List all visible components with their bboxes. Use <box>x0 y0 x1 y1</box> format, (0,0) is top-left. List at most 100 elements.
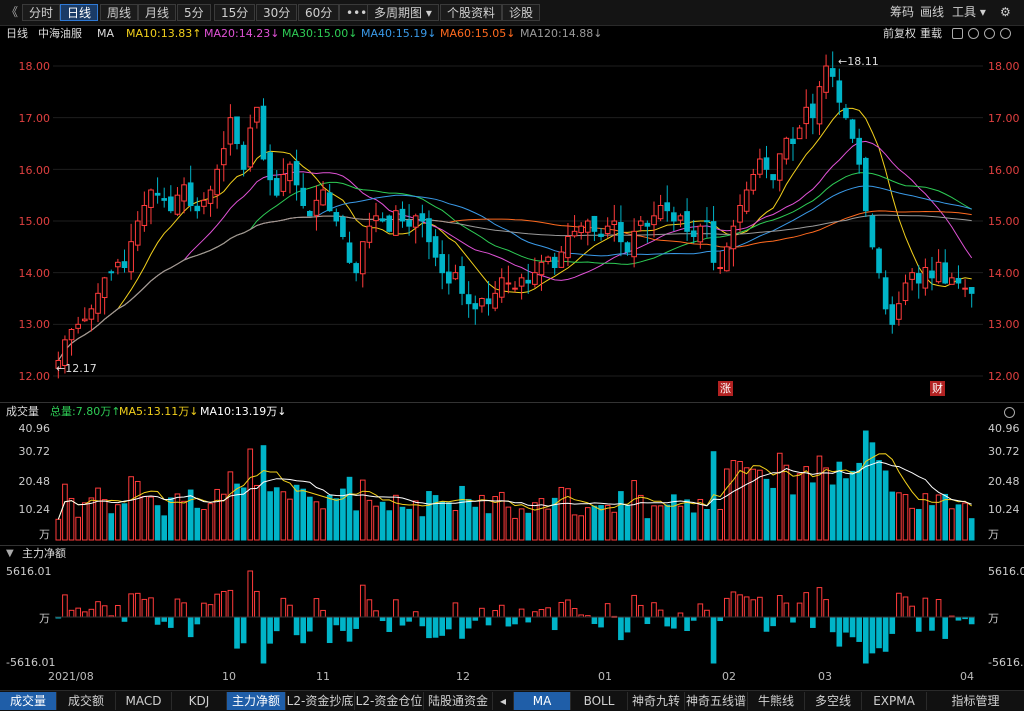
volume-bar <box>637 494 644 541</box>
volume-bar <box>207 503 214 541</box>
candle-body <box>604 225 611 234</box>
tab-60min[interactable]: 60分 <box>298 4 340 21</box>
candle-body <box>234 116 240 145</box>
lock-icon[interactable] <box>952 28 963 39</box>
tab-five-lines[interactable]: 神奇五线谱 <box>685 692 748 710</box>
flow-bar <box>697 603 704 618</box>
flow-bar <box>485 616 492 626</box>
volume-bar <box>902 494 909 541</box>
diagnosis-button[interactable]: 诊股 <box>502 4 541 21</box>
volume-bar <box>545 508 551 541</box>
tab-l2-bottom[interactable]: L2-资金抄底 <box>286 692 355 710</box>
adjust-mode[interactable]: 前复权 <box>883 27 916 40</box>
x-label: 04 <box>960 670 974 683</box>
flow-bar <box>737 594 743 618</box>
volume-bar <box>154 505 161 541</box>
price-tick: 16.00 <box>18 164 51 177</box>
volume-bar <box>240 487 247 541</box>
volume-bar <box>723 468 730 541</box>
tab-l2-position[interactable]: L2-资金仓位 <box>355 692 424 710</box>
zoom-in-icon[interactable] <box>984 28 995 39</box>
tab-hk-connect[interactable]: 陆股通资金 <box>424 692 493 710</box>
collapse-icon[interactable]: ▼ <box>6 548 14 559</box>
flow-unit: 万 <box>39 612 50 625</box>
back-button[interactable]: 《 <box>6 5 19 19</box>
price-tick: 16.00 <box>988 164 1020 177</box>
volume-bar <box>346 476 353 541</box>
flow-bar <box>333 616 340 626</box>
candle-body <box>743 189 750 212</box>
candle-body <box>307 210 313 217</box>
candle-body <box>532 272 538 285</box>
scroll-left-button[interactable]: ◂ <box>493 692 514 710</box>
tools-dropdown[interactable]: 工具 ▾ <box>952 5 986 19</box>
close-panel-icon[interactable] <box>1004 407 1015 418</box>
volume-bar <box>459 485 465 541</box>
tab-long-short[interactable]: 多空线 <box>805 692 862 710</box>
flow-bar <box>227 589 234 618</box>
multi-period-dropdown[interactable]: 多周期图 ▾ <box>367 4 439 21</box>
candle-body <box>280 174 287 192</box>
tab-monthly[interactable]: 月线 <box>138 4 177 21</box>
volume-bar <box>836 461 843 541</box>
tab-expma[interactable]: EXPMA <box>862 692 927 710</box>
flow-bar <box>684 616 690 631</box>
tab-weekly[interactable]: 周线 <box>100 4 139 21</box>
tab-30min[interactable]: 30分 <box>256 4 298 21</box>
volume-bar <box>492 496 498 541</box>
tab-volume[interactable]: 成交量 <box>0 692 57 710</box>
tab-15min[interactable]: 15分 <box>214 4 256 21</box>
stock-info-button[interactable]: 个股资料 <box>440 4 503 21</box>
kline-chart[interactable] <box>0 0 1024 690</box>
candle-body <box>849 119 856 139</box>
ma-label[interactable]: MA <box>97 27 115 40</box>
tab-timeshare[interactable]: 分时 <box>22 4 61 21</box>
flow-bar <box>273 616 280 632</box>
tab-boll[interactable]: BOLL <box>571 692 628 710</box>
price-tick: 18.00 <box>18 60 51 73</box>
candle-body <box>671 212 677 222</box>
flow-bar <box>260 616 267 664</box>
flow-bar <box>571 607 578 618</box>
tab-bull-bear[interactable]: 牛熊线 <box>748 692 805 710</box>
candle-body <box>161 198 168 201</box>
candle-body <box>551 256 558 269</box>
flow-bar <box>604 603 611 618</box>
limit-up-tag[interactable]: 涨 <box>718 381 733 396</box>
tab-kdj[interactable]: KDJ <box>172 692 227 710</box>
tab-macd[interactable]: MACD <box>116 692 172 710</box>
flow-bar <box>75 607 81 618</box>
candle-body <box>88 308 95 320</box>
vol-tick: 40.96 <box>988 422 1020 435</box>
minimize-icon[interactable] <box>968 28 979 39</box>
tab-indicator-manage[interactable]: 指标管理 <box>927 692 1024 710</box>
tab-nine-turn[interactable]: 神奇九转 <box>628 692 685 710</box>
volume-bar <box>962 502 968 541</box>
chips-button[interactable]: 筹码 <box>890 5 915 19</box>
candle-body <box>565 236 571 259</box>
candle-body <box>829 68 836 77</box>
flow-bar <box>141 598 148 618</box>
financial-report-tag[interactable]: 财 <box>930 381 945 396</box>
settings-icon[interactable]: ⚙ <box>1000 5 1011 19</box>
candle-body <box>141 205 148 226</box>
zoom-out-icon[interactable] <box>1000 28 1011 39</box>
volume-bar <box>770 487 776 541</box>
tab-ma[interactable]: MA <box>514 692 571 710</box>
flow-bar <box>664 616 671 627</box>
volume-bar <box>62 483 68 541</box>
volume-bar <box>862 430 869 541</box>
flow-tick: -5616.01 <box>988 656 1024 669</box>
tab-daily[interactable]: 日线 <box>60 4 99 21</box>
draw-line-button[interactable]: 画线 <box>920 5 945 19</box>
tab-main-flow[interactable]: 主力净额 <box>227 692 286 710</box>
flow-bar <box>220 590 227 618</box>
flow-bar <box>598 616 604 628</box>
candle-body <box>426 218 432 243</box>
tab-5min[interactable]: 5分 <box>177 4 211 21</box>
volume-bar <box>108 513 115 541</box>
flow-bar <box>412 611 419 618</box>
tab-turnover[interactable]: 成交额 <box>57 692 116 710</box>
overlay-button[interactable]: 重载 <box>920 27 942 40</box>
divider <box>0 402 1024 403</box>
